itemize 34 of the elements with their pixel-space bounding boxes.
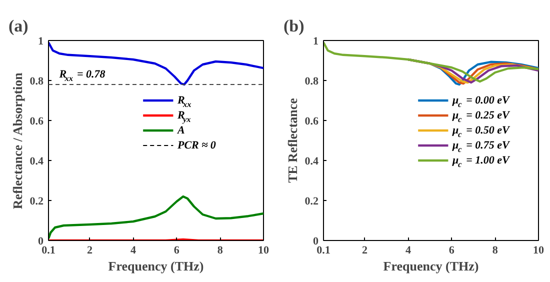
y-tick-label: 0.6 <box>30 116 44 128</box>
x-tick-label: 10 <box>258 244 270 256</box>
x-axis-title: Frequency (THz) <box>383 258 479 274</box>
x-tick-label: 2 <box>87 244 94 256</box>
y-tick-label: 0.2 <box>304 196 319 208</box>
y-tick-label: 0.4 <box>304 156 319 168</box>
x-tick-label: 8 <box>492 244 498 256</box>
y-tick-label: 0.8 <box>304 76 319 88</box>
y-tick-label: 0 <box>313 236 319 248</box>
line-series <box>324 41 538 83</box>
y-tick-label: 1 <box>313 36 318 48</box>
y-tick-label: 0.2 <box>30 196 44 208</box>
y-tick-label: 1 <box>38 36 44 48</box>
x-tick-label: 0.1 <box>42 244 56 256</box>
x-tick-label: 6 <box>174 244 180 256</box>
legend-label: PCR ≈ 0 <box>178 140 216 152</box>
chart-title: (a) <box>8 16 28 36</box>
x-tick-label: 2 <box>362 244 368 256</box>
x-tick-label: 10 <box>533 244 544 256</box>
x-axis-title: Frequency (THz) <box>108 258 204 274</box>
chart-title: (b) <box>284 16 304 36</box>
y-tick-label: 0.4 <box>30 156 44 168</box>
line-series <box>48 41 264 86</box>
y-tick-label: 0 <box>38 236 44 248</box>
x-tick-label: 6 <box>448 244 455 256</box>
x-tick-label: 4 <box>130 244 136 256</box>
x-tick-label: 8 <box>217 244 224 256</box>
y-tick-label: 0.6 <box>304 116 319 128</box>
legend-label: A <box>176 124 185 136</box>
x-tick-label: 0.1 <box>316 244 330 256</box>
x-tick-label: 4 <box>405 244 412 256</box>
y-axis-title: Reflectance / Absorption <box>10 72 25 210</box>
y-tick-label: 0.8 <box>30 76 44 88</box>
y-axis-title: TE Reflectance <box>284 98 300 183</box>
